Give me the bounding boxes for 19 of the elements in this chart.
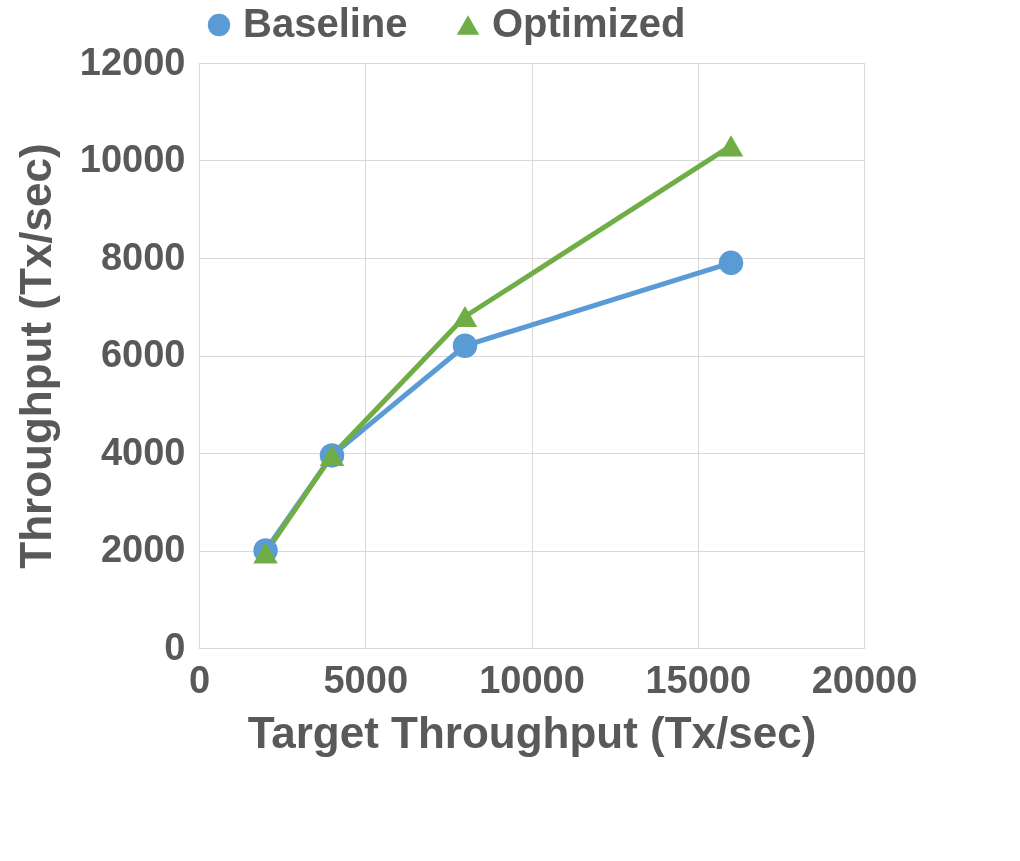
y-tick-label: 10000: [79, 138, 186, 180]
x-tick-label: 5000: [323, 658, 409, 701]
y-tick-label: 2000: [100, 528, 186, 570]
legend-label: Baseline: [243, 1, 408, 45]
point: [718, 135, 744, 157]
point: [718, 250, 744, 276]
point: [452, 305, 478, 328]
y-tick-label: 0: [164, 625, 186, 668]
y-tick-label: 12000: [79, 40, 186, 83]
point: [452, 333, 478, 358]
y-axis-title: Throughput (Tx/sec): [10, 143, 60, 569]
y-tick-label: 4000: [100, 430, 186, 473]
x-axis-title: Target Throughput (Tx/sec): [247, 707, 817, 757]
x-tick-label: 10000: [479, 658, 585, 701]
y-tick-label: 6000: [100, 333, 186, 375]
x-tick-label: 20000: [811, 658, 918, 701]
x-tick-label: 15000: [645, 658, 752, 701]
y-tick-label: 8000: [100, 235, 186, 278]
legend-label: Optimized: [492, 1, 686, 45]
